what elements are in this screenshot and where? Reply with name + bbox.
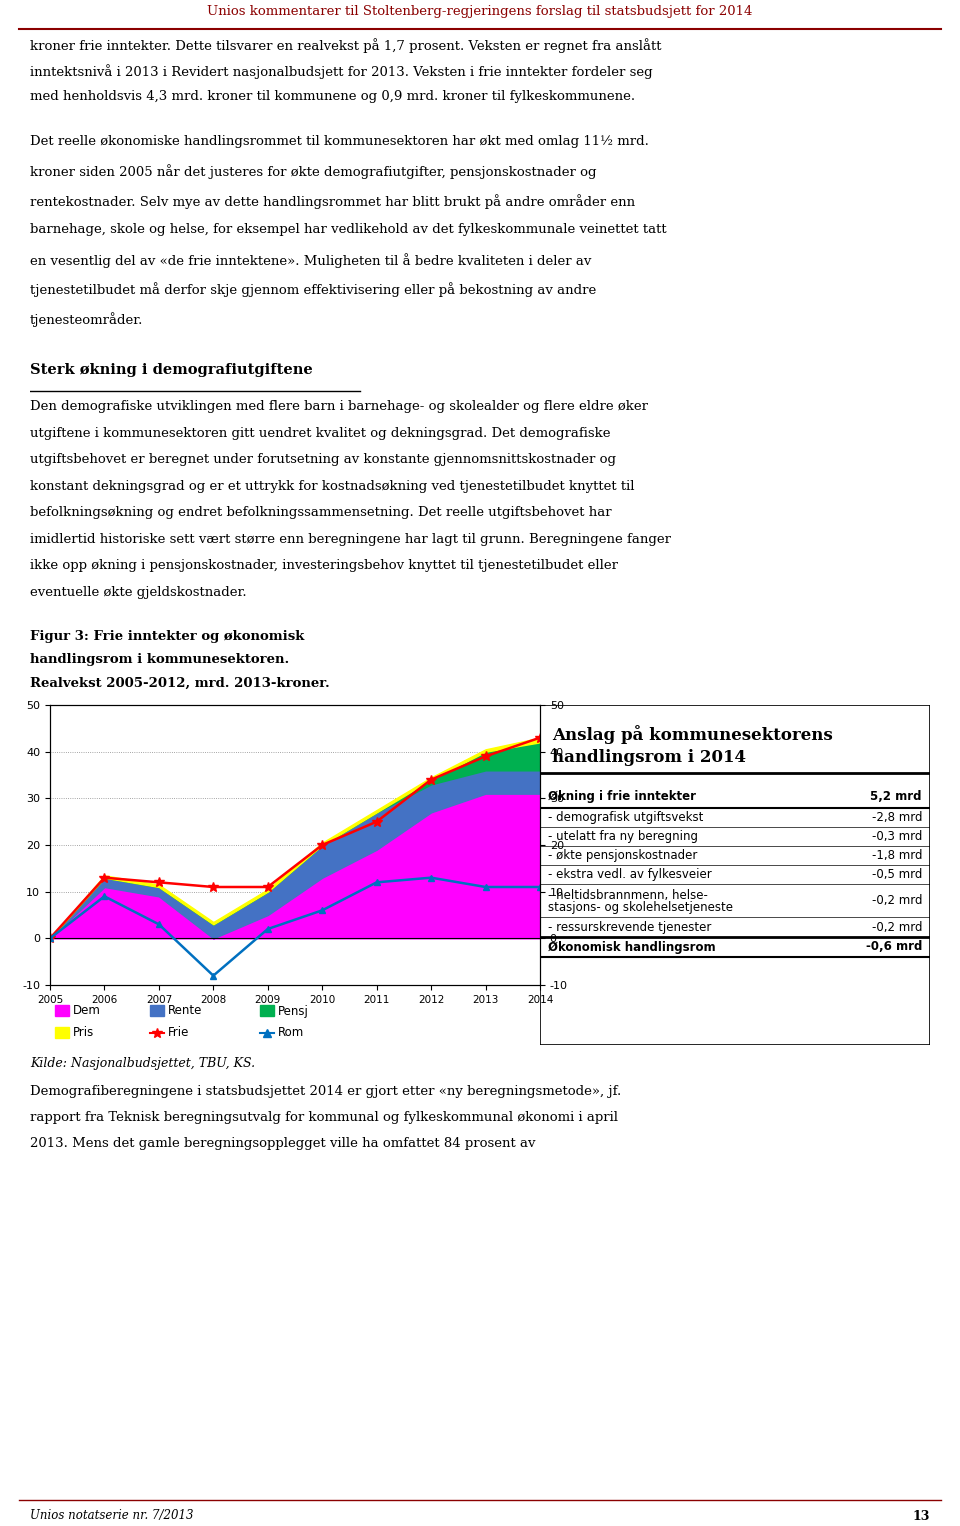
Text: - heltidsbrannmenn, helse-: - heltidsbrannmenn, helse- (548, 890, 708, 902)
Frie (154, 873, 165, 891)
Text: kroner siden 2005 når det justeres for økte demografiutgifter, pensjonskostnader: kroner siden 2005 når det justeres for ø… (30, 165, 596, 180)
Text: Pensj: Pensj (278, 1004, 309, 1018)
Text: barnehage, skole og helse, for eksempel har vedlikehold av det fylkeskommunale v: barnehage, skole og helse, for eksempel … (30, 223, 666, 237)
Text: befolkningsøkning og endret befolkningssammensetning. Det reelle utgiftsbehovet : befolkningsøkning og endret befolkningss… (30, 507, 612, 519)
Rom (534, 877, 545, 896)
Frie (480, 748, 492, 766)
Text: Økning i frie inntekter: Økning i frie inntekter (548, 790, 696, 803)
Text: -0,2 mrd: -0,2 mrd (872, 920, 922, 934)
Text: rentekostnader. Selv mye av dette handlingsrommet har blitt brukt på andre områd: rentekostnader. Selv mye av dette handli… (30, 194, 636, 209)
Text: Unios notatserie nr. 7/2013: Unios notatserie nr. 7/2013 (30, 1509, 194, 1523)
Line: Frie: Frie (45, 732, 545, 943)
Text: Figur 3: Frie inntekter og økonomisk: Figur 3: Frie inntekter og økonomisk (30, 630, 304, 642)
Text: inntektsnivå i 2013 i Revidert nasjonalbudsjett for 2013. Veksten i frie inntekt: inntektsnivå i 2013 i Revidert nasjonalb… (30, 64, 653, 79)
Text: Frie: Frie (168, 1027, 189, 1039)
Frie (317, 836, 328, 855)
Text: Det reelle økonomiske handlingsrommet til kommunesektoren har økt med omlag 11½ : Det reelle økonomiske handlingsrommet ti… (30, 134, 649, 148)
Text: tjenestetilbudet må derfor skje gjennom effektivisering eller på bekostning av a: tjenestetilbudet må derfor skje gjennom … (30, 282, 596, 298)
Rom (480, 877, 492, 896)
Text: Dem: Dem (73, 1004, 101, 1018)
Text: Økonomisk handlingsrom: Økonomisk handlingsrom (548, 940, 715, 954)
Frie (207, 877, 219, 896)
Text: konstant dekningsgrad og er et uttrykk for kostnadsøkning ved tjenestetilbudet k: konstant dekningsgrad og er et uttrykk f… (30, 479, 635, 493)
Rom (154, 916, 165, 934)
Text: Anslag på kommunesektorens: Anslag på kommunesektorens (552, 725, 832, 745)
Frie (262, 877, 274, 896)
Rom (99, 887, 110, 905)
Text: Demografiberegningene i statsbudsjettet 2014 er gjort etter «ny beregningsmetode: Demografiberegningene i statsbudsjettet … (30, 1085, 621, 1099)
Rom (317, 902, 328, 920)
Text: Pris: Pris (73, 1027, 94, 1039)
Text: -1,8 mrd: -1,8 mrd (872, 848, 922, 862)
Text: -0,3 mrd: -0,3 mrd (872, 830, 922, 842)
Text: ikke opp økning i pensjonskostnader, investeringsbehov knyttet til tjenestetilbu: ikke opp økning i pensjonskostnader, inv… (30, 559, 618, 572)
Text: Unios kommentarer til Stoltenberg-regjeringens forslag til statsbudsjett for 201: Unios kommentarer til Stoltenberg-regjer… (207, 6, 753, 18)
Text: 2013. Mens det gamle beregningsopplegget ville ha omfattet 84 prosent av: 2013. Mens det gamle beregningsopplegget… (30, 1137, 536, 1149)
Rom (44, 929, 56, 948)
Text: - demografisk utgiftsvekst: - demografisk utgiftsvekst (548, 810, 704, 824)
Frie (534, 728, 545, 746)
Bar (55, 1006, 69, 1016)
Bar (260, 1006, 274, 1016)
Rom (207, 966, 219, 984)
Text: - ekstra vedl. av fylkesveier: - ekstra vedl. av fylkesveier (548, 868, 711, 881)
Text: 5,2 mrd: 5,2 mrd (871, 790, 922, 803)
Text: Rente: Rente (168, 1004, 203, 1018)
Text: Kilde: Nasjonalbudsjettet, TBU, KS.: Kilde: Nasjonalbudsjettet, TBU, KS. (30, 1056, 255, 1070)
Text: utgiftene i kommunesektoren gitt uendret kvalitet og dekningsgrad. Det demografi: utgiftene i kommunesektoren gitt uendret… (30, 426, 611, 439)
Text: en vesentlig del av «de frie inntektene». Muligheten til å bedre kvaliteten i de: en vesentlig del av «de frie inntektene»… (30, 253, 591, 267)
Text: stasjons- og skolehelsetjeneste: stasjons- og skolehelsetjeneste (548, 900, 733, 914)
Text: med henholdsvis 4,3 mrd. kroner til kommunene og 0,9 mrd. kroner til fylkeskommu: med henholdsvis 4,3 mrd. kroner til komm… (30, 90, 636, 102)
Text: kroner frie inntekter. Dette tilsvarer en realvekst på 1,7 prosent. Veksten er r: kroner frie inntekter. Dette tilsvarer e… (30, 38, 661, 53)
Text: Den demografiske utviklingen med flere barn i barnehage- og skolealder og flere : Den demografiske utviklingen med flere b… (30, 400, 648, 414)
Text: eventuelle økte gjeldskostnader.: eventuelle økte gjeldskostnader. (30, 586, 247, 598)
Text: - utelatt fra ny beregning: - utelatt fra ny beregning (548, 830, 698, 842)
Frie (425, 771, 437, 789)
Text: - ressurskrevende tjenester: - ressurskrevende tjenester (548, 920, 711, 934)
Rom (371, 873, 382, 891)
Text: -0,5 mrd: -0,5 mrd (872, 868, 922, 881)
Text: - økte pensjonskostnader: - økte pensjonskostnader (548, 848, 697, 862)
Rom (425, 868, 437, 887)
Frie (371, 812, 382, 830)
Text: handlingsrom i kommunesektoren.: handlingsrom i kommunesektoren. (30, 653, 289, 667)
Text: 13: 13 (913, 1509, 930, 1523)
Text: -0,6 mrd: -0,6 mrd (866, 940, 922, 954)
Text: Rom: Rom (278, 1027, 304, 1039)
Rom (262, 920, 274, 938)
Text: handlingsrom i 2014: handlingsrom i 2014 (552, 748, 746, 766)
Frie (99, 868, 110, 887)
Text: rapport fra Teknisk beregningsutvalg for kommunal og fylkeskommunal økonomi i ap: rapport fra Teknisk beregningsutvalg for… (30, 1111, 618, 1123)
Text: -2,8 mrd: -2,8 mrd (872, 810, 922, 824)
Text: -0,2 mrd: -0,2 mrd (872, 894, 922, 906)
Frie (44, 929, 56, 948)
Text: imidlertid historiske sett vært større enn beregningene har lagt til grunn. Bere: imidlertid historiske sett vært større e… (30, 533, 671, 545)
Bar (150, 1006, 164, 1016)
Text: Sterk økning i demografiutgiftene: Sterk økning i demografiutgiftene (30, 363, 313, 377)
Text: tjenesteområder.: tjenesteområder. (30, 311, 143, 327)
Text: Realvekst 2005-2012, mrd. 2013-kroner.: Realvekst 2005-2012, mrd. 2013-kroner. (30, 676, 329, 690)
Bar (55, 1027, 69, 1038)
Text: utgiftsbehovet er beregnet under forutsetning av konstante gjennomsnittskostnade: utgiftsbehovet er beregnet under forutse… (30, 453, 616, 465)
Line: Rom: Rom (46, 874, 543, 980)
